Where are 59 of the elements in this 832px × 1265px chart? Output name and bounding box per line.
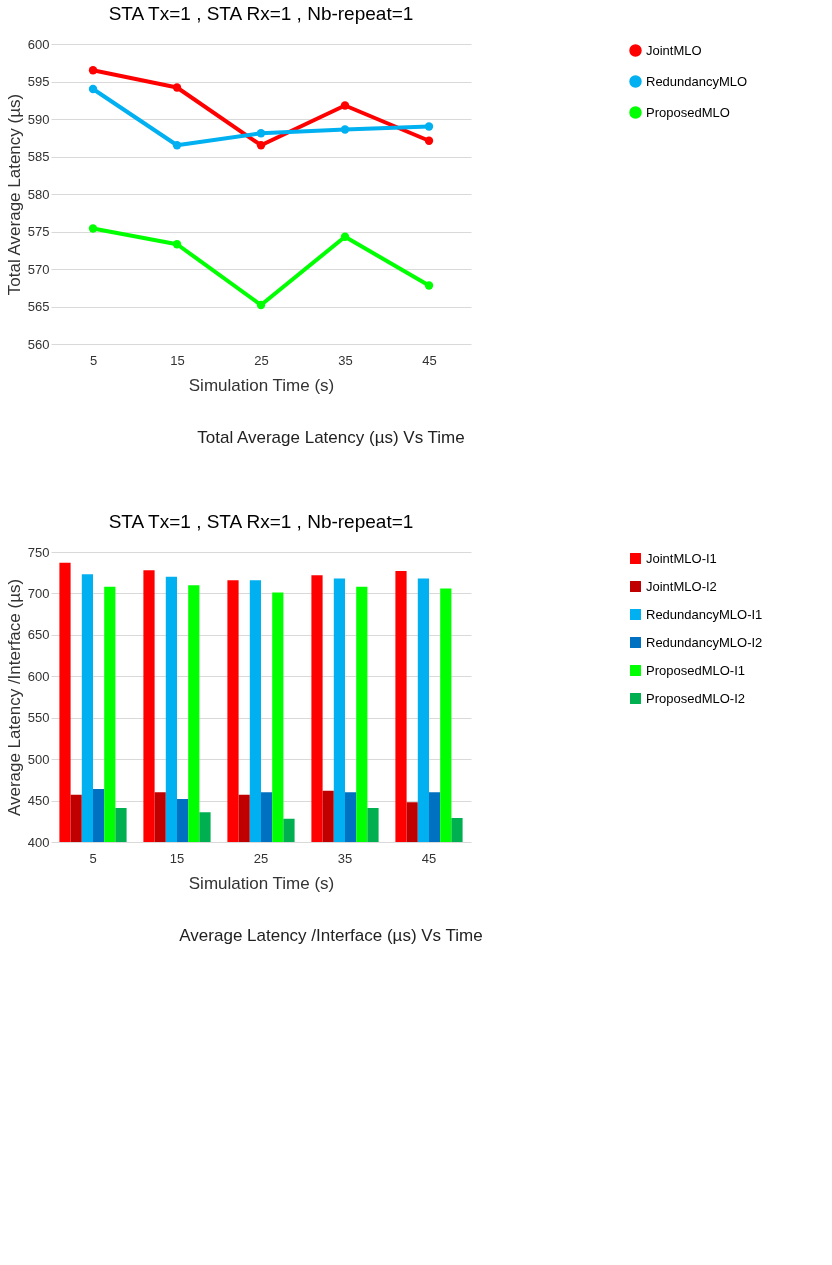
point (256, 141, 266, 150)
x-tick-label: 5 (89, 850, 97, 866)
text: Average Latency /Interface (µs) Vs Time (179, 926, 483, 945)
y-tick-label: 600 (27, 36, 50, 52)
legend-label: ProposedMLO (646, 104, 730, 120)
legend-label: RedundancyMLO (646, 73, 748, 89)
chart-title: STA Tx=1 , STA Rx=1 , Nb-repeat=1 (108, 511, 414, 532)
y-axis-title: Total Average Latency (µs) (4, 93, 24, 296)
y-tick-label: 560 (27, 336, 50, 352)
point (256, 300, 266, 310)
y-tick-label: 590 (27, 111, 50, 127)
y-tick-label: 595 (27, 74, 50, 89)
x-tick-label: 15 (170, 352, 185, 368)
y-axis-title: Average Latency /Interface (µs) (4, 578, 24, 817)
point (172, 141, 182, 150)
y-tick-label: 650 (27, 627, 50, 643)
y-tick-label: 600 (27, 668, 50, 684)
y-tick-label: 565 (27, 299, 50, 314)
point (88, 84, 98, 94)
legend-label: ProposedMLO-I1 (646, 662, 745, 678)
y-tick-label: 575 (27, 224, 50, 239)
point (424, 281, 434, 290)
y-tick-label: 550 (27, 710, 50, 726)
y-tick-label: 750 (27, 544, 50, 560)
legend-label: RedundancyMLO-I1 (646, 606, 763, 622)
y-tick-label: 450 (27, 793, 50, 809)
point (88, 66, 98, 75)
x-tick-label: 15 (169, 850, 185, 866)
point (88, 224, 98, 233)
x-tick-label: 5 (89, 352, 98, 368)
y-tick-label: 500 (27, 751, 50, 767)
x-tick-label: 35 (338, 352, 353, 368)
legend-label: ProposedMLO-I2 (646, 690, 745, 706)
y-tick-label: 400 (27, 834, 50, 850)
y-tick-label: 580 (27, 186, 50, 202)
legend-label: JointMLO (646, 42, 702, 58)
x-tick-label: 25 (254, 352, 269, 368)
point (256, 129, 266, 138)
x-tick-label: 45 (422, 352, 437, 368)
point (172, 83, 182, 92)
point (340, 125, 350, 134)
y-tick-label: 570 (27, 261, 50, 277)
point (172, 240, 182, 249)
point (340, 232, 350, 241)
legend-label: JointMLO-I1 (646, 550, 717, 566)
point (424, 136, 434, 145)
point (424, 122, 434, 131)
chart-title: STA Tx=1 , STA Rx=1 , Nb-repeat=1 (108, 3, 414, 24)
x-tick-label: 25 (253, 850, 269, 866)
legend-label: JointMLO-I2 (646, 578, 717, 594)
legend-label: RedundancyMLO-I2 (646, 634, 763, 650)
x-tick-label: 45 (421, 850, 437, 866)
x-axis-title: Simulation Time (s) (188, 873, 335, 893)
point (340, 101, 350, 110)
x-tick-label: 35 (337, 850, 353, 866)
text: Total Average Latency (µs) Vs Time (197, 428, 465, 447)
y-tick-label: 585 (27, 149, 50, 164)
y-tick-label: 700 (27, 585, 50, 601)
x-axis-title: Simulation Time (s) (188, 375, 335, 395)
